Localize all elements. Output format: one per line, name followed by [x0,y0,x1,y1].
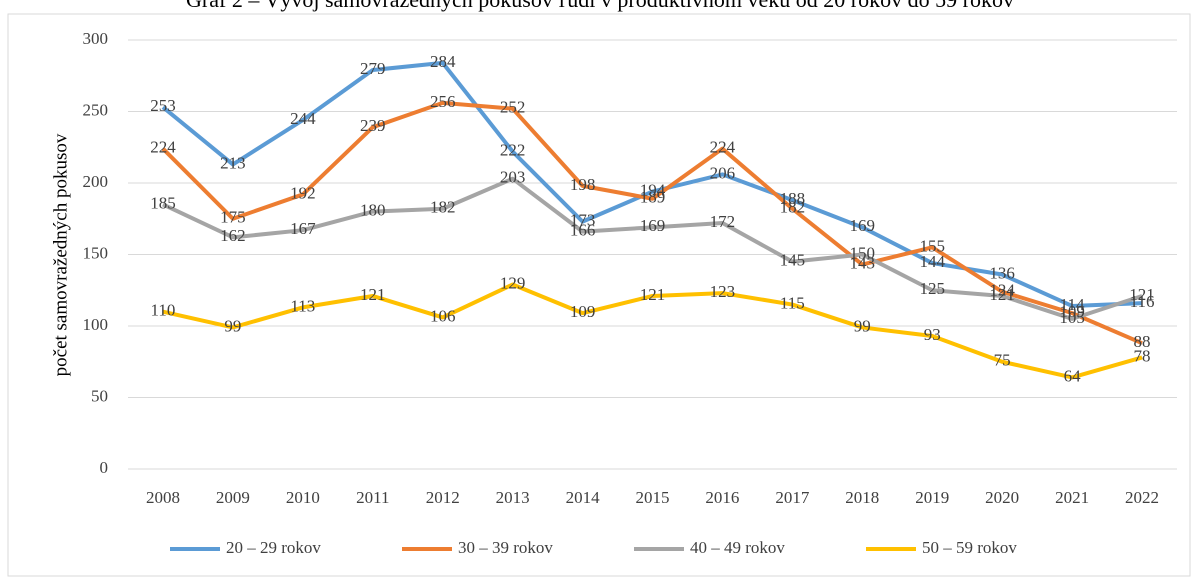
y-tick-label: 150 [83,243,109,262]
y-tick-label: 250 [83,100,109,119]
y-tick-label: 300 [83,29,109,48]
data-label: 244 [290,109,316,128]
x-tick-label: 2015 [636,488,670,507]
y-axis-label: počet samovražedných pokusov [50,133,71,376]
x-tick-label: 2009 [216,488,250,507]
x-tick-label: 2021 [1055,488,1089,507]
series-line [161,100,1143,345]
data-label: 169 [850,216,876,235]
data-label: 93 [924,325,941,344]
data-label: 213 [220,153,246,172]
data-label: 155 [919,236,945,255]
y-tick-label: 50 [91,386,108,405]
series-line [162,282,1143,380]
data-label: 105 [1059,308,1085,327]
data-label: 116 [1130,292,1155,311]
data-label: 121 [360,285,386,304]
data-label: 279 [360,59,386,78]
data-label: 145 [780,251,806,270]
data-label: 123 [710,282,736,301]
data-label: 75 [994,351,1011,370]
data-label: 252 [500,98,526,117]
data-label: 239 [360,116,386,135]
y-tick-label: 0 [100,458,109,477]
data-label: 99 [224,316,241,335]
data-label: 188 [780,189,806,208]
x-tick-label: 2010 [286,488,320,507]
data-label: 182 [780,198,806,217]
data-label: 110 [151,301,176,320]
x-tick-label: 2014 [566,488,601,507]
data-label: 109 [570,302,596,321]
x-tick-label: 2019 [915,488,949,507]
x-tick-label: 2018 [845,488,879,507]
data-label: 166 [570,221,596,240]
data-label: 180 [360,201,386,220]
y-tick-label: 100 [83,315,109,334]
data-label: 106 [430,306,456,325]
data-label: 182 [430,198,456,217]
x-tick-label: 2012 [426,488,460,507]
data-label: 189 [640,188,666,207]
data-label: 121 [1129,285,1155,304]
x-tick-label: 2022 [1125,488,1159,507]
x-tick-label: 2017 [775,488,810,507]
data-label: 172 [710,212,736,231]
x-tick-label: 2008 [146,488,180,507]
x-tick-label: 2011 [356,488,389,507]
data-label: 150 [850,243,876,262]
x-tick-label: 2013 [496,488,530,507]
data-label: 284 [430,52,456,71]
data-label: 129 [500,273,526,292]
data-label: 88 [1134,332,1151,351]
data-label: 175 [220,208,246,227]
data-label: 114 [1060,295,1085,314]
chart-title: Graf 2 – Vývoj samovražedných pokusov ľu… [186,0,1014,12]
data-label: 169 [640,216,666,235]
data-label: 136 [989,263,1015,282]
x-tick-label: 2016 [705,488,739,507]
legend-label: 50 – 59 rokov [922,538,1017,557]
series-line [161,60,1143,308]
data-label: 113 [290,296,315,315]
data-label: 185 [150,193,176,212]
data-label: 194 [640,180,666,199]
data-label: 162 [220,226,246,245]
data-label: 256 [430,92,456,111]
data-label: 167 [290,219,316,238]
data-label: 124 [989,281,1015,300]
data-label: 198 [570,175,596,194]
data-label: 253 [150,96,176,115]
y-tick-label: 200 [83,172,109,191]
legend-label: 30 – 39 rokov [458,538,553,557]
x-tick-label: 2020 [985,488,1019,507]
data-label: 224 [710,138,736,157]
data-label: 121 [989,285,1015,304]
data-label: 125 [919,279,945,298]
data-label: 99 [854,316,871,335]
data-label: 222 [500,140,526,159]
data-label: 121 [640,285,666,304]
data-label: 109 [1059,302,1085,321]
series-line [162,176,1143,321]
chart-frame [7,13,1191,577]
data-label: 115 [780,293,805,312]
data-label: 173 [570,211,596,230]
data-label: 206 [710,163,736,182]
data-label: 78 [1134,346,1151,365]
data-label: 64 [1064,366,1082,385]
data-label: 143 [850,253,876,272]
legend-label: 20 – 29 rokov [226,538,321,557]
data-label: 192 [290,183,316,202]
data-label: 144 [919,252,945,271]
data-label: 224 [150,138,176,157]
data-label: 203 [500,168,526,187]
legend-label: 40 – 49 rokov [690,538,785,557]
